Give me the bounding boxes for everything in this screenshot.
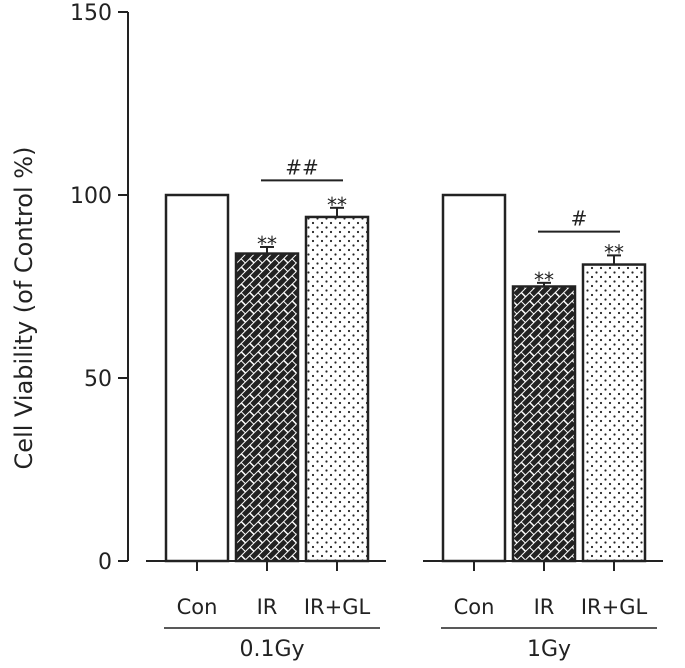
- bars: ** ** ## ** ** #: [164, 155, 647, 563]
- significance-mark: **: [257, 232, 277, 256]
- significance-mark: **: [327, 193, 347, 217]
- category-label: IR: [257, 595, 278, 619]
- y-tick-label: 50: [84, 367, 112, 392]
- significance-mark: **: [604, 240, 624, 264]
- y-tick-label: 100: [70, 184, 112, 209]
- category-label: IR+GL: [581, 595, 648, 619]
- y-tick-label: 150: [70, 1, 112, 26]
- comparison-label: #: [571, 207, 588, 231]
- category-label: IR: [534, 595, 555, 619]
- bar-0.1Gy-IR+GL: [304, 215, 370, 563]
- y-axis: 0 50 100 150: [70, 1, 129, 575]
- bar-0.1Gy-IR: [234, 252, 300, 563]
- significance-mark: **: [534, 268, 554, 292]
- bar-0.1Gy-Con: [164, 193, 230, 563]
- y-tick-label: 0: [98, 550, 112, 575]
- comparison-label: ##: [285, 155, 319, 179]
- bar-1Gy-Con: [441, 193, 507, 563]
- bar-1Gy-IR+GL: [581, 263, 647, 563]
- category-label: IR+GL: [304, 595, 371, 619]
- group-label: 1Gy: [527, 637, 571, 662]
- category-label: Con: [454, 595, 495, 619]
- y-axis-label: Cell Viability (of Control %): [10, 147, 38, 470]
- bar-1Gy-IR: [511, 285, 577, 563]
- group-label: 0.1Gy: [239, 637, 304, 662]
- category-label: Con: [177, 595, 218, 619]
